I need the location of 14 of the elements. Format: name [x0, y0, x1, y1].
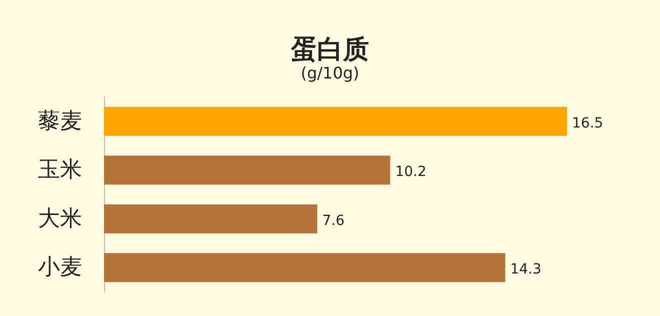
bar	[104, 106, 567, 136]
data-label: 7.6	[322, 212, 345, 229]
y-tick-label: 藜麦	[38, 108, 82, 134]
y-tick-label: 大米	[38, 206, 82, 232]
data-label: 10.2	[395, 164, 426, 180]
chart-subtitle: (g/10g)	[300, 64, 360, 82]
bar	[104, 204, 318, 234]
data-label: 14.3	[510, 262, 542, 278]
bar	[104, 156, 390, 185]
bar	[104, 253, 506, 282]
data-label: 16.5	[572, 115, 604, 132]
y-tick-label: 玉米	[38, 158, 82, 183]
chart-title: 蛋白质	[290, 35, 369, 65]
y-tick-label: 小麦	[38, 255, 82, 280]
